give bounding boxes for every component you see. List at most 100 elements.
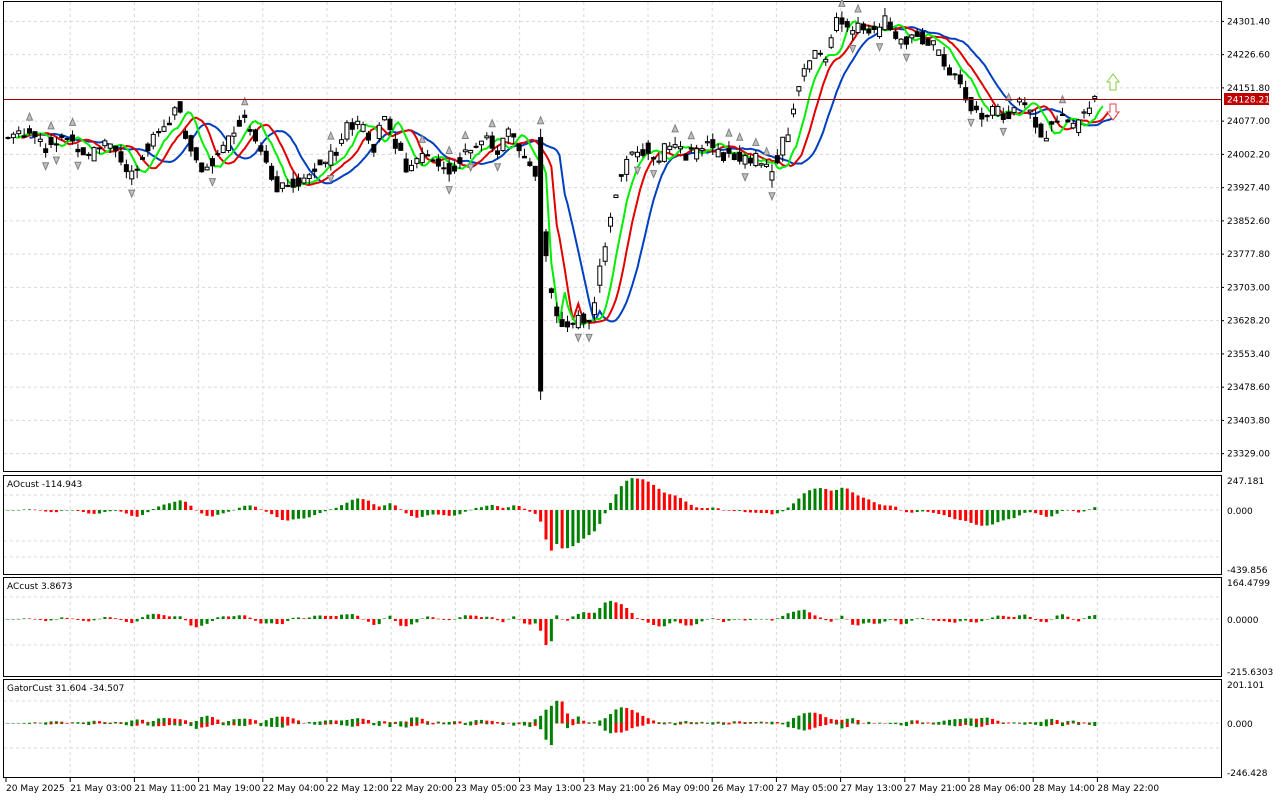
ac-bar <box>361 619 365 620</box>
gator-bar-lower <box>313 723 317 725</box>
candle-body <box>871 25 877 30</box>
ao-bar <box>496 506 500 510</box>
fractal-up-icon <box>762 146 771 156</box>
ac-bar <box>302 618 306 619</box>
gator-bar-upper <box>566 713 570 723</box>
candle-body <box>296 177 302 187</box>
time-axis-label: 22 May 12:00 <box>327 784 389 794</box>
fractal-up-icon <box>488 118 496 128</box>
gator-bar-lower <box>969 723 973 726</box>
gator-bar-lower <box>786 723 790 728</box>
candle-body <box>984 114 990 118</box>
ao-bar <box>635 478 639 510</box>
ao-bar <box>1034 510 1038 514</box>
ao-bar <box>942 510 946 516</box>
ao-bar <box>1071 510 1075 511</box>
candle-body <box>48 137 54 146</box>
ac-bar <box>474 615 478 619</box>
ao-bar <box>985 510 989 526</box>
gator-bar-lower <box>544 723 548 740</box>
candle-body <box>521 155 527 159</box>
gator-bar-upper <box>1093 721 1097 723</box>
ao-bar <box>22 509 26 511</box>
candle-body <box>220 144 226 154</box>
ao-bar <box>393 505 397 510</box>
candle-body <box>1006 111 1012 120</box>
gator-bar-lower <box>227 723 231 726</box>
ac-bar <box>232 616 236 619</box>
ac-bar <box>205 619 209 624</box>
gator-bar-lower <box>33 723 37 724</box>
candle-body <box>199 162 205 173</box>
ac-bar <box>151 613 155 619</box>
gator-bar-lower <box>410 723 413 727</box>
gator-bar-lower <box>781 723 785 725</box>
ao-bar <box>1007 510 1011 520</box>
ao-bar <box>969 510 973 523</box>
gator-bar-lower <box>684 723 688 724</box>
ac-bar <box>194 619 198 628</box>
ao-bar <box>770 510 774 515</box>
ac-bar <box>528 619 532 625</box>
candle-body <box>96 147 102 150</box>
ao-bar <box>453 510 457 516</box>
gator-bar-lower <box>103 723 107 725</box>
gator-bar-upper <box>227 721 231 723</box>
price-axis-label: 23628.20 <box>1227 317 1270 327</box>
gator-bar-upper <box>350 718 354 723</box>
gator-bar-lower <box>157 723 161 727</box>
ao-bar <box>76 510 80 511</box>
ao-bar <box>931 510 935 513</box>
gator-bar-lower <box>114 723 118 724</box>
ac-panel[interactable] <box>3 577 1222 677</box>
ao-bar <box>727 510 731 511</box>
gator-bar-lower <box>162 723 166 726</box>
candle-body <box>279 182 285 189</box>
ao-bar <box>469 509 473 511</box>
ac-bar <box>410 619 413 625</box>
ac-bar <box>867 619 871 623</box>
gator-bar-lower <box>372 723 376 726</box>
gator-bar-upper <box>851 718 855 723</box>
candle-body <box>322 161 328 165</box>
candle-body <box>957 74 963 85</box>
ac-bar <box>237 615 241 619</box>
ao-panel[interactable] <box>3 475 1222 575</box>
gator-bar-lower <box>431 723 435 725</box>
candle-body <box>495 150 501 155</box>
ac-bar <box>576 613 580 619</box>
gator-bar-lower <box>167 723 171 726</box>
ao-bar <box>313 510 317 516</box>
gator-bar-lower <box>323 723 327 725</box>
candle-body <box>1086 107 1092 114</box>
candle-body <box>188 135 194 152</box>
ao-bar <box>97 510 101 514</box>
gator-bar-upper <box>291 718 295 723</box>
gator-bar-upper <box>948 719 951 723</box>
candle-body <box>764 163 770 167</box>
candle-body <box>505 128 511 137</box>
time-axis-label: 22 May 04:00 <box>263 784 325 794</box>
ao-bar <box>926 510 930 512</box>
gator-bar-lower <box>28 723 32 724</box>
candle-body <box>102 140 108 147</box>
ac-bar <box>705 619 709 620</box>
ao-bar <box>996 510 1000 523</box>
price-panel[interactable] <box>3 1 1222 472</box>
gator-bar-lower <box>366 723 370 724</box>
candle-body <box>263 150 269 163</box>
candle-body <box>468 149 474 154</box>
gator-bar-upper <box>44 722 48 723</box>
gator-bar-lower <box>528 723 532 727</box>
ac-bar <box>318 615 322 619</box>
gator-bar-upper <box>614 709 618 723</box>
ao-bar <box>646 481 650 510</box>
candle-body <box>21 135 27 138</box>
gator-panel[interactable] <box>3 679 1222 778</box>
gator-bar-lower <box>953 723 957 727</box>
gator-bar-lower <box>1093 723 1097 726</box>
ao-bar <box>759 510 763 513</box>
ao-bar <box>754 510 758 513</box>
gator-bar-lower <box>221 723 225 726</box>
